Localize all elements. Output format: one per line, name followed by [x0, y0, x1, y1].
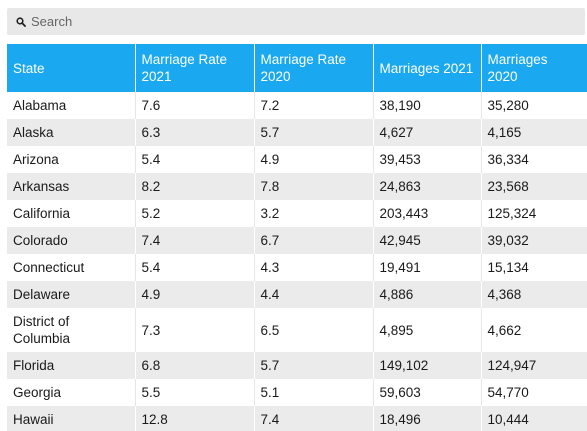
cell-rate-2021: 4.9 [135, 281, 255, 308]
cell-state: Arizona [7, 146, 136, 173]
column-header-marriage-rate-2020[interactable]: Marriage Rate 2020 [254, 44, 374, 92]
cell-marriages-2020: 54,770 [481, 379, 587, 406]
cell-marriages-2020: 125,324 [481, 200, 587, 227]
cell-rate-2020: 5.1 [254, 379, 374, 406]
search-icon [7, 16, 31, 27]
cell-state: Delaware [7, 281, 136, 308]
cell-rate-2021: 7.3 [135, 308, 255, 352]
cell-rate-2021: 5.4 [135, 146, 255, 173]
search-input[interactable] [31, 8, 585, 35]
cell-rate-2020: 5.7 [254, 352, 374, 379]
cell-rate-2021: 12.8 [135, 406, 255, 431]
cell-marriages-2021: 19,491 [373, 254, 482, 281]
table-row: Delaware 4.9 4.4 4,886 4,368 [7, 281, 587, 308]
cell-marriages-2021: 4,886 [373, 281, 482, 308]
table-header-row: State Marriage Rate 2021 Marriage Rate 2… [7, 44, 587, 92]
column-header-marriages-2020[interactable]: Marriages 2020 [481, 44, 587, 92]
cell-rate-2020: 7.2 [254, 92, 374, 119]
cell-state: District of Columbia [7, 308, 136, 352]
table-row: Arizona 5.4 4.9 39,453 36,334 [7, 146, 587, 173]
cell-rate-2020: 5.7 [254, 119, 374, 146]
cell-marriages-2021: 24,863 [373, 173, 482, 200]
column-header-state[interactable]: State [7, 44, 136, 92]
table-row: California 5.2 3.2 203,443 125,324 [7, 200, 587, 227]
cell-rate-2021: 5.2 [135, 200, 255, 227]
cell-rate-2021: 8.2 [135, 173, 255, 200]
table-row: Florida 6.8 5.7 149,102 124,947 [7, 352, 587, 379]
cell-marriages-2021: 18,496 [373, 406, 482, 431]
table-row: District of Columbia 7.3 6.5 4,895 4,662 [7, 308, 587, 352]
cell-marriages-2020: 10,444 [481, 406, 587, 431]
cell-rate-2021: 7.6 [135, 92, 255, 119]
cell-marriages-2020: 4,368 [481, 281, 587, 308]
cell-marriages-2021: 39,453 [373, 146, 482, 173]
cell-marriages-2021: 4,627 [373, 119, 482, 146]
cell-rate-2020: 6.7 [254, 227, 374, 254]
cell-rate-2021: 6.3 [135, 119, 255, 146]
table-row: Hawaii 12.8 7.4 18,496 10,444 [7, 406, 587, 431]
cell-marriages-2020: 23,568 [481, 173, 587, 200]
cell-marriages-2020: 35,280 [481, 92, 587, 119]
table-row: Georgia 5.5 5.1 59,603 54,770 [7, 379, 587, 406]
cell-rate-2020: 4.9 [254, 146, 374, 173]
cell-rate-2021: 7.4 [135, 227, 255, 254]
cell-state: Alaska [7, 119, 136, 146]
cell-state: Arkansas [7, 173, 136, 200]
cell-marriages-2020: 36,334 [481, 146, 587, 173]
cell-marriages-2020: 4,662 [481, 308, 587, 352]
search-bar[interactable] [7, 8, 585, 35]
cell-marriages-2021: 59,603 [373, 379, 482, 406]
table-row: Arkansas 8.2 7.8 24,863 23,568 [7, 173, 587, 200]
cell-state: Connecticut [7, 254, 136, 281]
cell-marriages-2020: 4,165 [481, 119, 587, 146]
cell-rate-2021: 5.5 [135, 379, 255, 406]
cell-marriages-2020: 39,032 [481, 227, 587, 254]
table-row: Alaska 6.3 5.7 4,627 4,165 [7, 119, 587, 146]
cell-marriages-2021: 42,945 [373, 227, 482, 254]
cell-marriages-2021: 149,102 [373, 352, 482, 379]
cell-state: Alabama [7, 92, 136, 119]
table-row: Colorado 7.4 6.7 42,945 39,032 [7, 227, 587, 254]
cell-state: Hawaii [7, 406, 136, 431]
cell-state: Georgia [7, 379, 136, 406]
cell-rate-2020: 4.3 [254, 254, 374, 281]
cell-rate-2021: 5.4 [135, 254, 255, 281]
column-header-marriage-rate-2021[interactable]: Marriage Rate 2021 [135, 44, 255, 92]
cell-marriages-2020: 124,947 [481, 352, 587, 379]
cell-rate-2020: 6.5 [254, 308, 374, 352]
column-header-marriages-2021[interactable]: Marriages 2021 [373, 44, 482, 92]
cell-state: Colorado [7, 227, 136, 254]
table-row: Alabama 7.6 7.2 38,190 35,280 [7, 92, 587, 119]
marriage-data-table: State Marriage Rate 2021 Marriage Rate 2… [7, 44, 587, 431]
cell-rate-2020: 7.4 [254, 406, 374, 431]
cell-marriages-2021: 203,443 [373, 200, 482, 227]
cell-rate-2020: 7.8 [254, 173, 374, 200]
cell-rate-2020: 4.4 [254, 281, 374, 308]
cell-state: California [7, 200, 136, 227]
cell-marriages-2020: 15,134 [481, 254, 587, 281]
cell-rate-2021: 6.8 [135, 352, 255, 379]
table-row: Connecticut 5.4 4.3 19,491 15,134 [7, 254, 587, 281]
cell-rate-2020: 3.2 [254, 200, 374, 227]
cell-marriages-2021: 4,895 [373, 308, 482, 352]
cell-state: Florida [7, 352, 136, 379]
cell-marriages-2021: 38,190 [373, 92, 482, 119]
